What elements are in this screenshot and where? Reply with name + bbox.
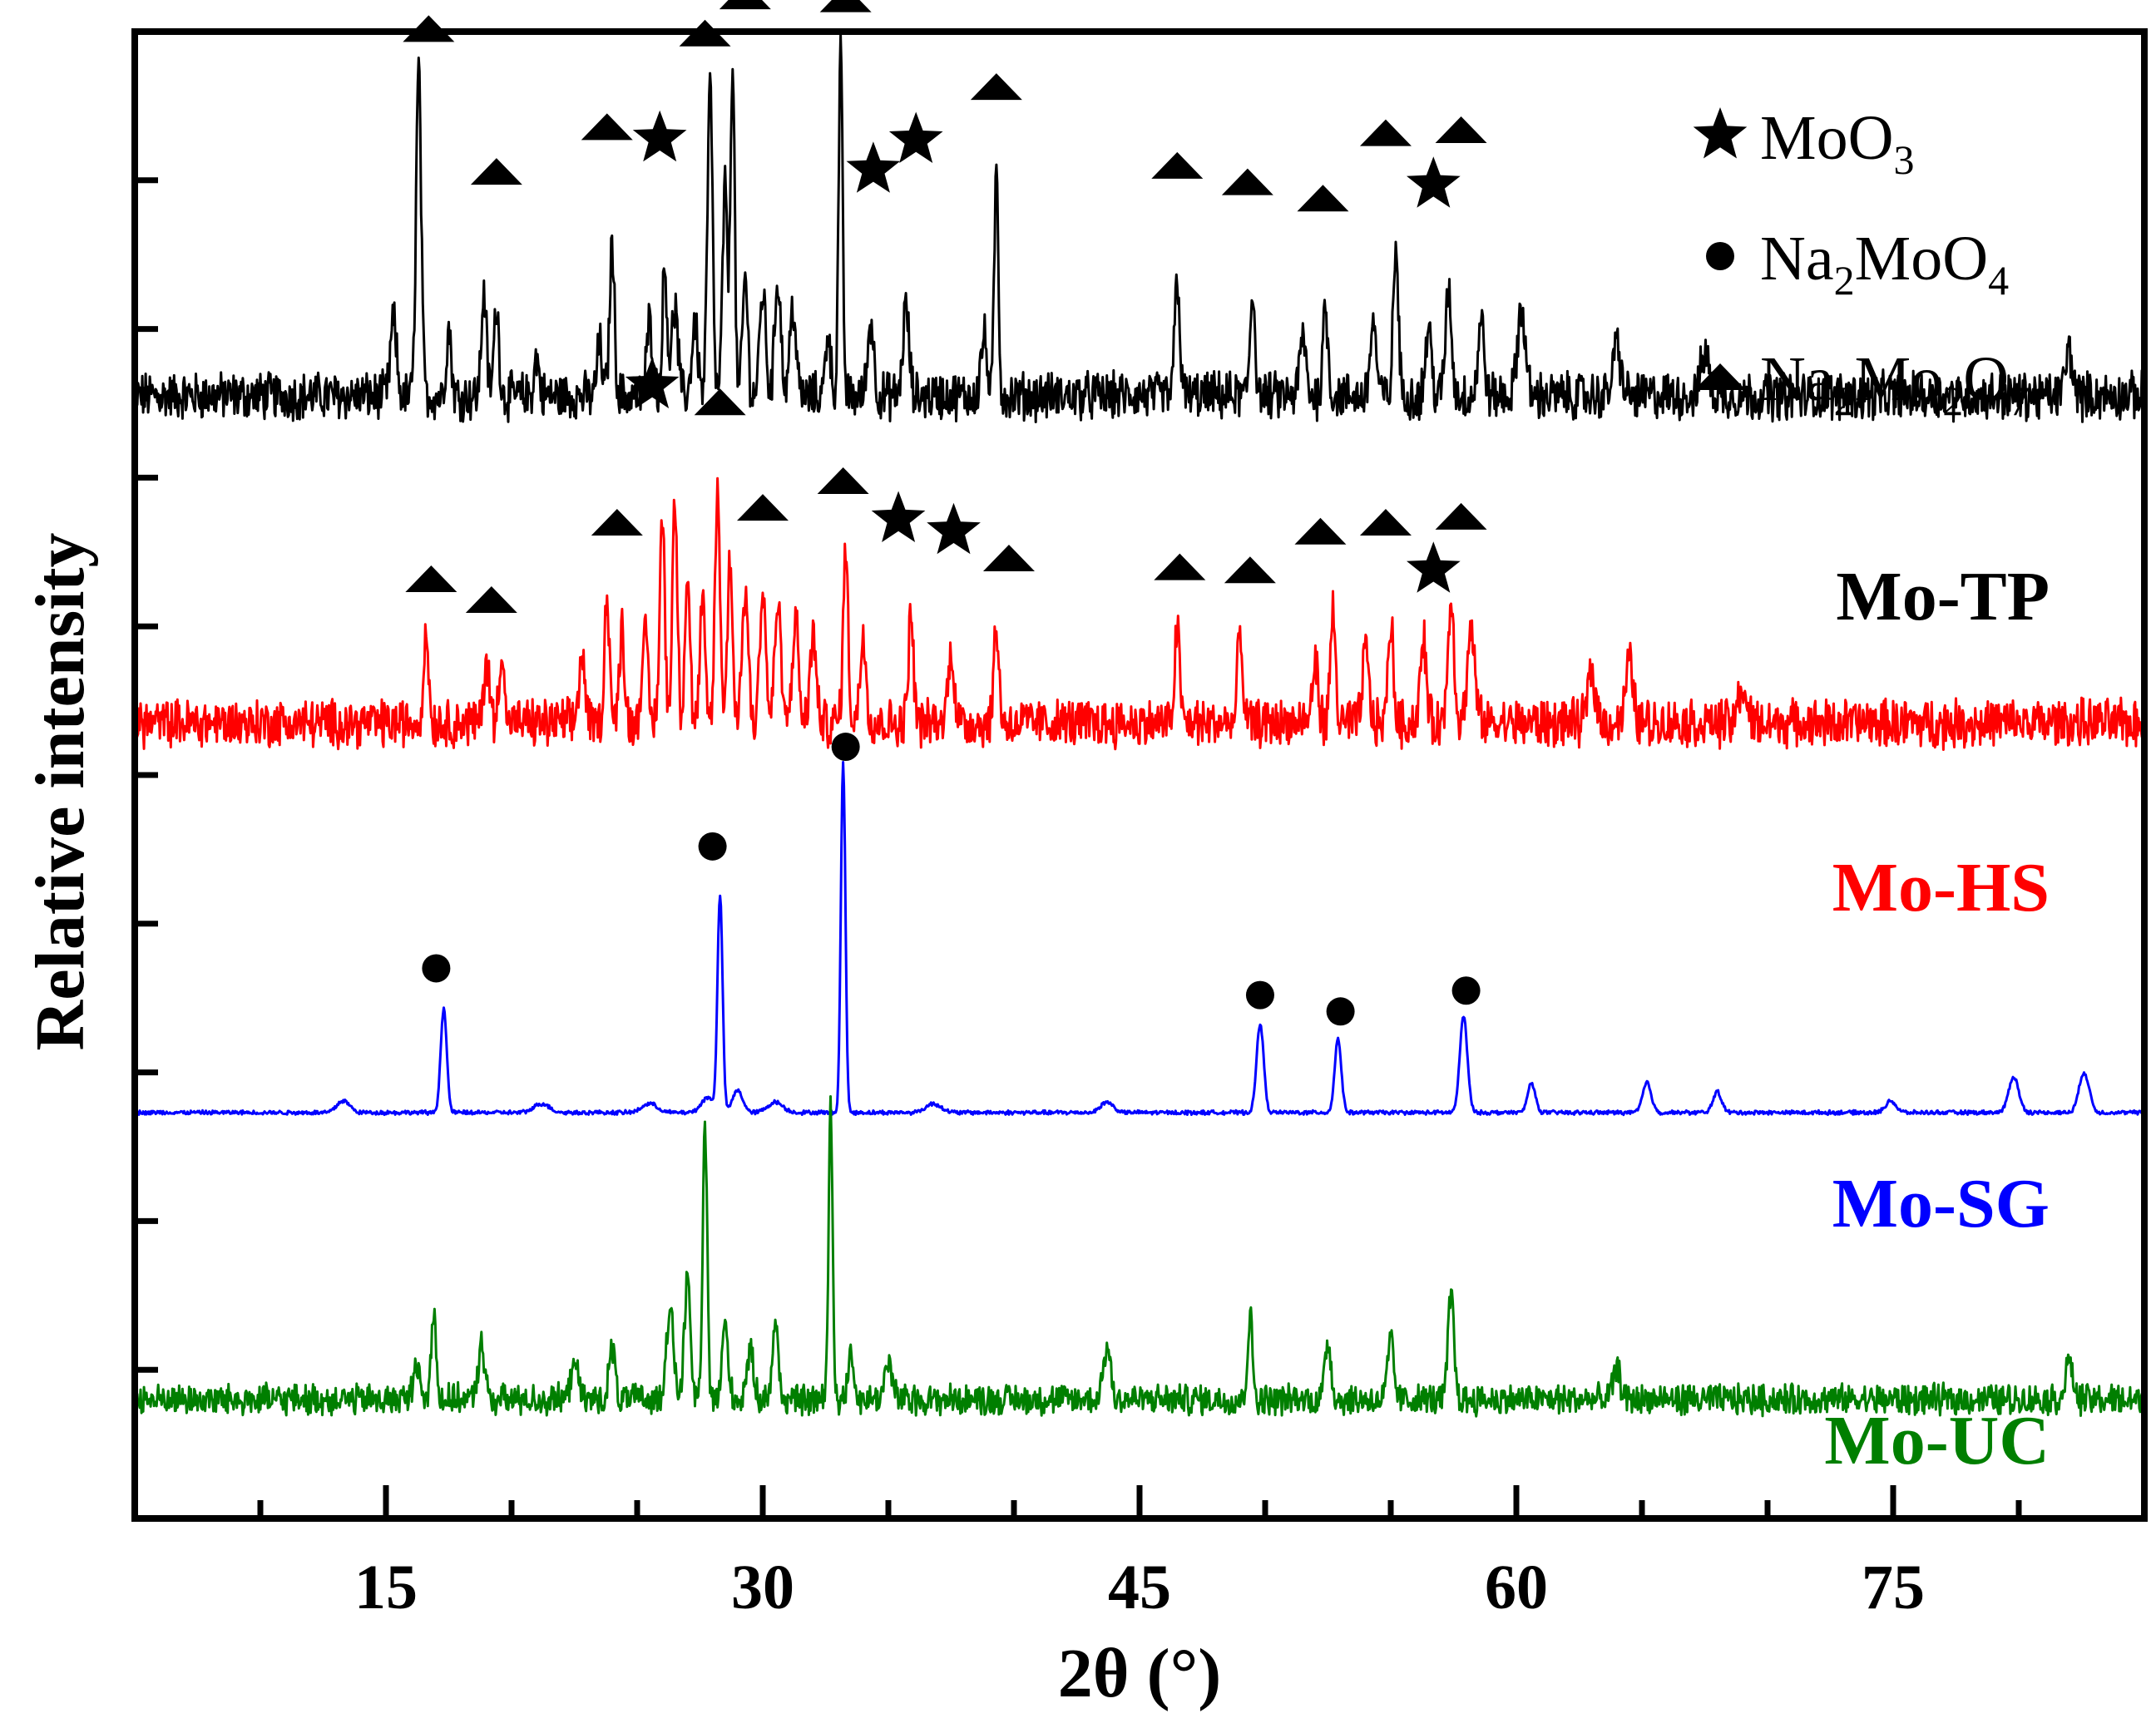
series-label-mo-hs: Mo-HS: [1832, 849, 2050, 926]
series-labels: Mo-TP Mo-HS Mo-SG Mo-UC: [1824, 558, 2050, 1479]
na2mo2o7-triangle-marker: [737, 494, 789, 521]
x-tick-label: 60: [1485, 1553, 1548, 1622]
na2mo2o7-triangle-marker: [470, 158, 522, 185]
x-tick-label: 15: [354, 1553, 418, 1622]
moo3-star-marker: [871, 491, 926, 542]
x-tick-label: 45: [1108, 1553, 1171, 1622]
peak-markers: [403, 0, 1487, 1026]
na2mo2o7-triangle-marker: [581, 113, 633, 141]
na2mo2o7-triangle-marker: [817, 467, 869, 494]
na2mo2o7-triangle-marker: [465, 586, 517, 614]
na2mo2o7-triangle-marker: [1221, 168, 1273, 195]
series-layer: [133, 33, 2146, 1418]
moo3-star-marker: [888, 111, 943, 163]
series-line-mo-hs: [133, 476, 2146, 751]
na2moo4-circle-marker: [831, 733, 860, 762]
na2mo2o7-triangle-marker: [1359, 119, 1412, 146]
y-axis-title: Relative intensity: [22, 533, 99, 1051]
na2mo2o7-triangle-marker: [819, 0, 872, 12]
plot-frame: [131, 28, 2148, 1522]
moo3-star-marker: [632, 110, 687, 162]
na2mo2o7-triangle-marker: [982, 544, 1035, 571]
moo3-star-marker: [927, 502, 981, 555]
series-label-mo-sg: Mo-SG: [1832, 1165, 2050, 1242]
moo3-star-marker: [1407, 156, 1461, 208]
legend-label: MoO3: [1760, 103, 1914, 183]
na2moo4-circle-marker: [1245, 980, 1274, 1010]
na2mo2o7-triangle-marker: [970, 73, 1022, 101]
na2mo2o7-triangle-marker: [405, 565, 457, 592]
moo3-star-marker: [846, 141, 901, 193]
axis-ticks: 15 30 45 60 75: [135, 177, 2022, 1622]
na2moo4-circle-marker: [1326, 997, 1355, 1026]
legend-star-icon: [1693, 107, 1748, 159]
legend-item-star: MoO3: [1693, 103, 1914, 183]
legend-circle-icon: [1706, 242, 1734, 270]
na2moo4-circle-marker: [1451, 976, 1481, 1005]
na2moo4-circle-marker: [422, 954, 451, 983]
na2mo2o7-triangle-marker: [1435, 116, 1487, 144]
na2mo2o7-triangle-marker: [1435, 502, 1487, 530]
na2mo2o7-triangle-marker: [1297, 185, 1349, 212]
moo3-star-marker: [625, 357, 680, 409]
series-line-mo-tp: [133, 33, 2146, 423]
na2mo2o7-triangle-marker: [591, 509, 643, 536]
x-tick-label: 30: [731, 1553, 794, 1622]
na2mo2o7-triangle-marker: [1151, 151, 1204, 179]
series-label-mo-tp: Mo-TP: [1836, 558, 2050, 635]
series-line-mo-sg: [134, 761, 2146, 1117]
legend-label: Na2Mo2O7: [1760, 344, 2030, 424]
legend: MoO3 Na2MoO4 Na2Mo2O7: [1693, 103, 2030, 424]
na2mo2o7-triangle-marker: [694, 388, 746, 416]
legend-item-triangle: Na2Mo2O7: [1694, 344, 2030, 424]
series-label-mo-uc: Mo-UC: [1824, 1402, 2050, 1479]
na2mo2o7-triangle-marker: [1294, 517, 1347, 545]
series-line-mo-uc: [133, 1095, 2146, 1418]
x-axis-title: 2θ (°): [1058, 1635, 1221, 1712]
x-tick-label: 75: [1862, 1553, 1925, 1622]
legend-label: Na2MoO4: [1760, 224, 2009, 304]
moo3-star-marker: [1407, 541, 1461, 593]
legend-triangle-icon: [1694, 363, 1746, 390]
na2mo2o7-triangle-marker: [719, 0, 771, 10]
na2moo4-circle-marker: [698, 832, 727, 861]
na2mo2o7-triangle-marker: [1359, 509, 1412, 536]
legend-item-circle: Na2MoO4: [1706, 224, 2009, 304]
na2mo2o7-triangle-marker: [1154, 553, 1206, 580]
na2mo2o7-triangle-marker: [1224, 556, 1276, 584]
